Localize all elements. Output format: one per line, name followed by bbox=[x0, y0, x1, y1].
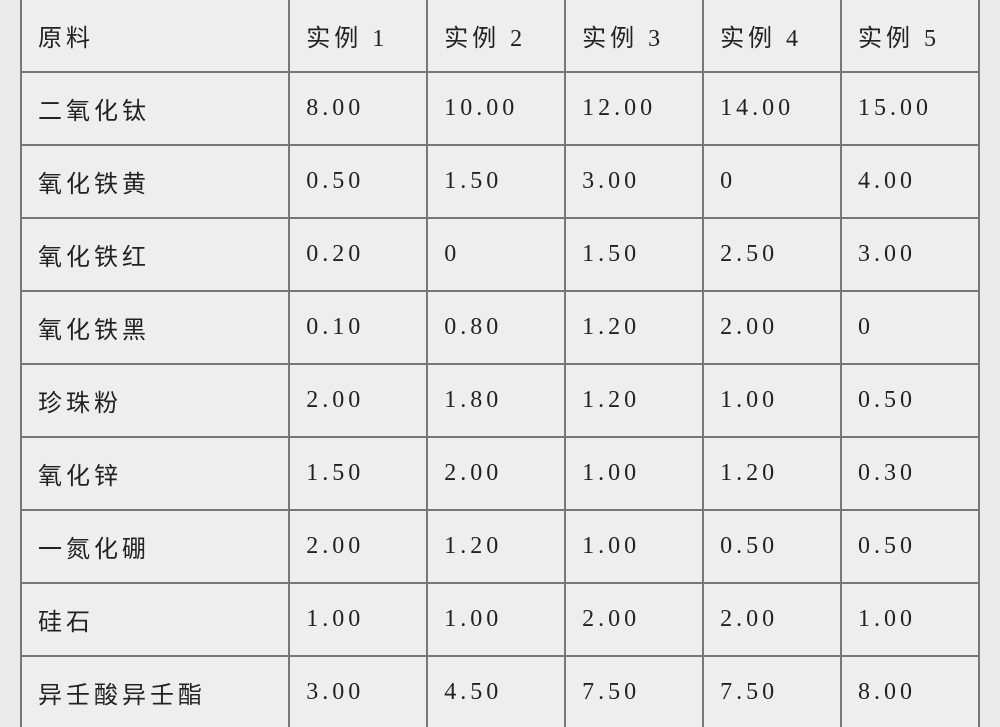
table-cell: 1.20 bbox=[703, 437, 841, 510]
col-header: 实例 4 bbox=[703, 0, 841, 72]
table-cell: 0 bbox=[841, 291, 979, 364]
table-cell: 0.50 bbox=[289, 145, 427, 218]
table-cell: 4.00 bbox=[841, 145, 979, 218]
table-cell: 1.00 bbox=[565, 510, 703, 583]
table-cell: 7.50 bbox=[565, 656, 703, 727]
table-cell: 1.00 bbox=[289, 583, 427, 656]
table-row: 一氮化硼2.001.201.000.500.50 bbox=[21, 510, 979, 583]
table-cell: 1.20 bbox=[427, 510, 565, 583]
table-cell: 2.00 bbox=[289, 510, 427, 583]
table-cell: 0.50 bbox=[841, 364, 979, 437]
table-cell: 0.30 bbox=[841, 437, 979, 510]
table-cell: 8.00 bbox=[841, 656, 979, 727]
table-cell: 10.00 bbox=[427, 72, 565, 145]
table-cell: 2.00 bbox=[703, 291, 841, 364]
table-cell: 1.50 bbox=[289, 437, 427, 510]
row-label: 二氧化钛 bbox=[21, 72, 289, 145]
table-cell: 14.00 bbox=[703, 72, 841, 145]
row-label: 硅石 bbox=[21, 583, 289, 656]
table-cell: 3.00 bbox=[289, 656, 427, 727]
table-cell: 1.50 bbox=[565, 218, 703, 291]
table-row: 珍珠粉2.001.801.201.000.50 bbox=[21, 364, 979, 437]
table-row: 氧化铁黑0.100.801.202.000 bbox=[21, 291, 979, 364]
row-label: 珍珠粉 bbox=[21, 364, 289, 437]
table-cell: 7.50 bbox=[703, 656, 841, 727]
table-cell: 2.00 bbox=[427, 437, 565, 510]
table-cell: 1.00 bbox=[841, 583, 979, 656]
table-cell: 2.50 bbox=[703, 218, 841, 291]
table-cell: 2.00 bbox=[703, 583, 841, 656]
table-cell: 0.50 bbox=[841, 510, 979, 583]
table-cell: 1.50 bbox=[427, 145, 565, 218]
table-cell: 1.00 bbox=[703, 364, 841, 437]
table-cell: 3.00 bbox=[565, 145, 703, 218]
composition-table-container: 原料 实例 1 实例 2 实例 3 实例 4 实例 5 二氧化钛8.0010.0… bbox=[20, 0, 980, 727]
table-header-row: 原料 实例 1 实例 2 实例 3 实例 4 实例 5 bbox=[21, 0, 979, 72]
table-cell: 1.20 bbox=[565, 364, 703, 437]
row-label: 氧化铁红 bbox=[21, 218, 289, 291]
table-cell: 12.00 bbox=[565, 72, 703, 145]
table-cell: 1.80 bbox=[427, 364, 565, 437]
table-cell: 3.00 bbox=[841, 218, 979, 291]
table-cell: 0.20 bbox=[289, 218, 427, 291]
table-cell: 0.10 bbox=[289, 291, 427, 364]
col-header: 实例 2 bbox=[427, 0, 565, 72]
table-row: 异壬酸异壬酯3.004.507.507.508.00 bbox=[21, 656, 979, 727]
table-cell: 1.20 bbox=[565, 291, 703, 364]
col-header: 实例 3 bbox=[565, 0, 703, 72]
col-header: 实例 1 bbox=[289, 0, 427, 72]
table-row: 二氧化钛8.0010.0012.0014.0015.00 bbox=[21, 72, 979, 145]
row-label: 氧化铁黑 bbox=[21, 291, 289, 364]
col-header: 原料 bbox=[21, 0, 289, 72]
table-row: 氧化铁红0.2001.502.503.00 bbox=[21, 218, 979, 291]
composition-table: 原料 实例 1 实例 2 实例 3 实例 4 实例 5 二氧化钛8.0010.0… bbox=[20, 0, 980, 727]
table-cell: 0.80 bbox=[427, 291, 565, 364]
table-row: 硅石1.001.002.002.001.00 bbox=[21, 583, 979, 656]
table-cell: 2.00 bbox=[565, 583, 703, 656]
table-cell: 2.00 bbox=[289, 364, 427, 437]
table-cell: 4.50 bbox=[427, 656, 565, 727]
row-label: 氧化锌 bbox=[21, 437, 289, 510]
table-cell: 0 bbox=[703, 145, 841, 218]
table-row: 氧化锌1.502.001.001.200.30 bbox=[21, 437, 979, 510]
table-row: 氧化铁黄0.501.503.0004.00 bbox=[21, 145, 979, 218]
table-body: 二氧化钛8.0010.0012.0014.0015.00氧化铁黄0.501.50… bbox=[21, 72, 979, 727]
table-cell: 0.50 bbox=[703, 510, 841, 583]
col-header: 实例 5 bbox=[841, 0, 979, 72]
table-cell: 1.00 bbox=[427, 583, 565, 656]
table-cell: 1.00 bbox=[565, 437, 703, 510]
table-cell: 0 bbox=[427, 218, 565, 291]
table-cell: 8.00 bbox=[289, 72, 427, 145]
row-label: 一氮化硼 bbox=[21, 510, 289, 583]
row-label: 异壬酸异壬酯 bbox=[21, 656, 289, 727]
table-cell: 15.00 bbox=[841, 72, 979, 145]
row-label: 氧化铁黄 bbox=[21, 145, 289, 218]
